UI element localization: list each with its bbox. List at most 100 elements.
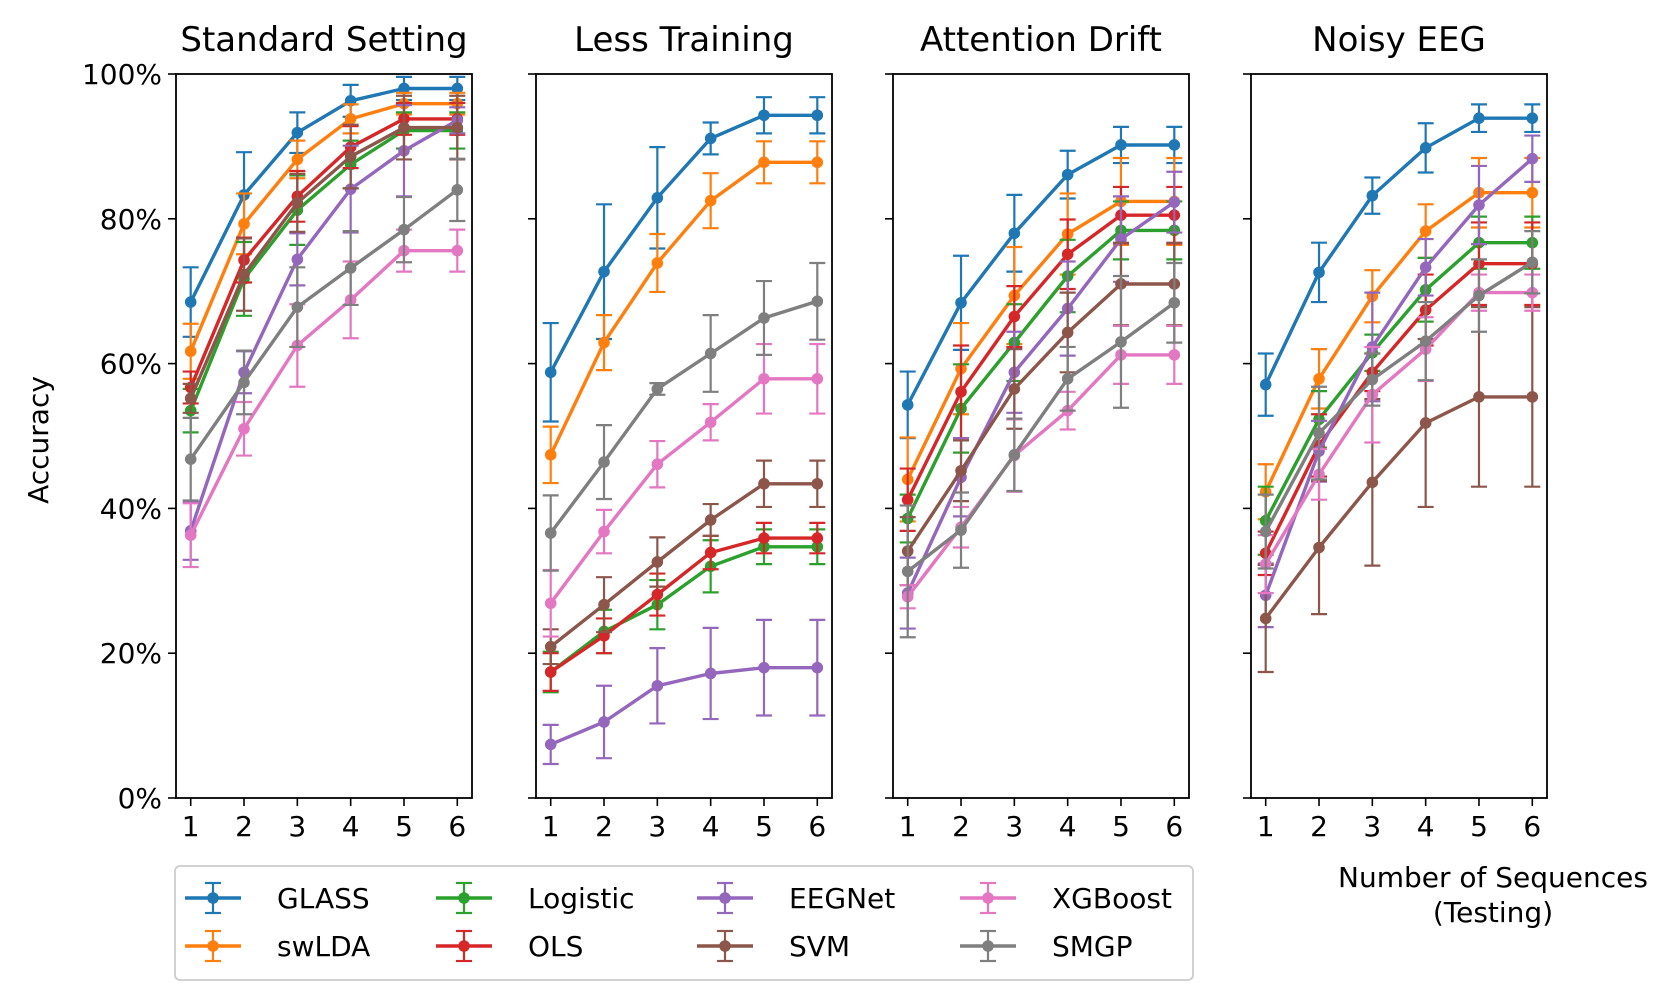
legend-marker (719, 892, 731, 904)
data-point (901, 493, 914, 506)
data-point (704, 132, 717, 145)
series-svm (1257, 306, 1541, 674)
data-point (1061, 248, 1074, 261)
data-point (704, 194, 717, 207)
data-point (955, 386, 967, 398)
data-point (901, 565, 914, 578)
data-point (184, 529, 197, 541)
x-tick-label: 2 (952, 810, 970, 843)
legend-label: EEGNet (789, 882, 895, 915)
data-point (758, 373, 770, 385)
x-tick-label: 4 (1417, 810, 1435, 843)
x-tick-label: 6 (1523, 810, 1541, 843)
legend-item-eegnet: EEGNet (697, 881, 895, 915)
data-point (1419, 335, 1432, 347)
data-point (651, 458, 664, 471)
data-point (451, 82, 464, 95)
data-point (1061, 168, 1074, 181)
data-point (451, 121, 464, 134)
series-line (1264, 290, 1533, 565)
data-point (291, 197, 304, 209)
legend-item-svm: SVM (697, 929, 850, 963)
y-tick-label: 40% (100, 492, 162, 525)
data-point (344, 113, 357, 125)
legend-item-xgboost: XGBoost (960, 881, 1172, 915)
series-svm (182, 94, 466, 414)
y-tick-label: 60% (100, 348, 162, 381)
plot-frame (175, 73, 473, 799)
x-tick-label: 4 (702, 810, 720, 843)
x-tick-label: 1 (899, 810, 917, 843)
legend-marker (207, 940, 219, 952)
series-line (550, 666, 818, 746)
data-point (811, 477, 824, 490)
data-point (1313, 373, 1325, 385)
series-line (189, 86, 458, 303)
series-line (549, 377, 818, 605)
series-line (189, 117, 458, 389)
panel-1: Standard Setting 0% 20% 40% 60% 80% 100% 1 2 3 4 5 6 (82, 20, 473, 843)
data-point (1473, 391, 1485, 403)
series-line (189, 125, 458, 400)
data-point (1419, 225, 1432, 237)
panel-title: Attention Drift (920, 20, 1162, 60)
legend-label: XGBoost (1052, 882, 1172, 915)
data-point (704, 347, 717, 360)
legend-marker (458, 892, 470, 904)
plot-frame (535, 73, 833, 799)
series-smgp (542, 261, 826, 572)
x-tick-label: 5 (1470, 810, 1488, 843)
x-tick-label: 6 (808, 810, 826, 843)
data-point (1526, 152, 1539, 165)
data-point (1008, 310, 1021, 323)
data-point (1366, 476, 1379, 489)
x-tick-label: 4 (342, 810, 360, 843)
data-point (1526, 186, 1539, 199)
series-xgboost (542, 342, 826, 638)
legend-marker (458, 940, 470, 952)
x-tick-label: 1 (1257, 810, 1275, 843)
x-tick-label: 3 (288, 810, 306, 843)
data-point (544, 449, 557, 461)
legend-marker (982, 940, 994, 952)
data-point (811, 532, 824, 544)
x-tick-label: 5 (1112, 810, 1130, 843)
series-line (189, 188, 459, 461)
data-point (651, 192, 664, 204)
data-point (1168, 349, 1181, 361)
series-line (906, 213, 1175, 501)
data-point (291, 301, 304, 313)
data-point (291, 253, 304, 266)
series-line (1264, 395, 1533, 620)
legend-label: SVM (789, 930, 850, 963)
data-point (1526, 391, 1539, 403)
data-point (1526, 112, 1539, 124)
legend-item-smgp: SMGP (960, 929, 1133, 963)
data-point (184, 453, 197, 465)
series-line (549, 482, 818, 649)
plot-frame (1250, 73, 1548, 799)
data-point (398, 121, 410, 134)
data-point (811, 156, 824, 169)
data-point (811, 109, 824, 122)
data-point (1259, 378, 1272, 391)
legend-label: GLASS (277, 882, 370, 915)
data-point (1313, 266, 1325, 279)
legend-marker (982, 892, 994, 904)
data-point (291, 126, 304, 139)
data-point (238, 218, 250, 230)
series-line (549, 160, 818, 456)
data-point (651, 588, 664, 601)
data-point (1061, 326, 1074, 339)
data-point (1313, 427, 1325, 439)
data-point (704, 416, 717, 429)
data-point (1366, 189, 1379, 202)
series-line (906, 282, 1175, 553)
data-point (238, 422, 250, 435)
series-eegnet (542, 618, 826, 766)
data-point (1526, 256, 1539, 269)
data-point (344, 262, 357, 274)
x-tick-label: 5 (395, 810, 413, 843)
